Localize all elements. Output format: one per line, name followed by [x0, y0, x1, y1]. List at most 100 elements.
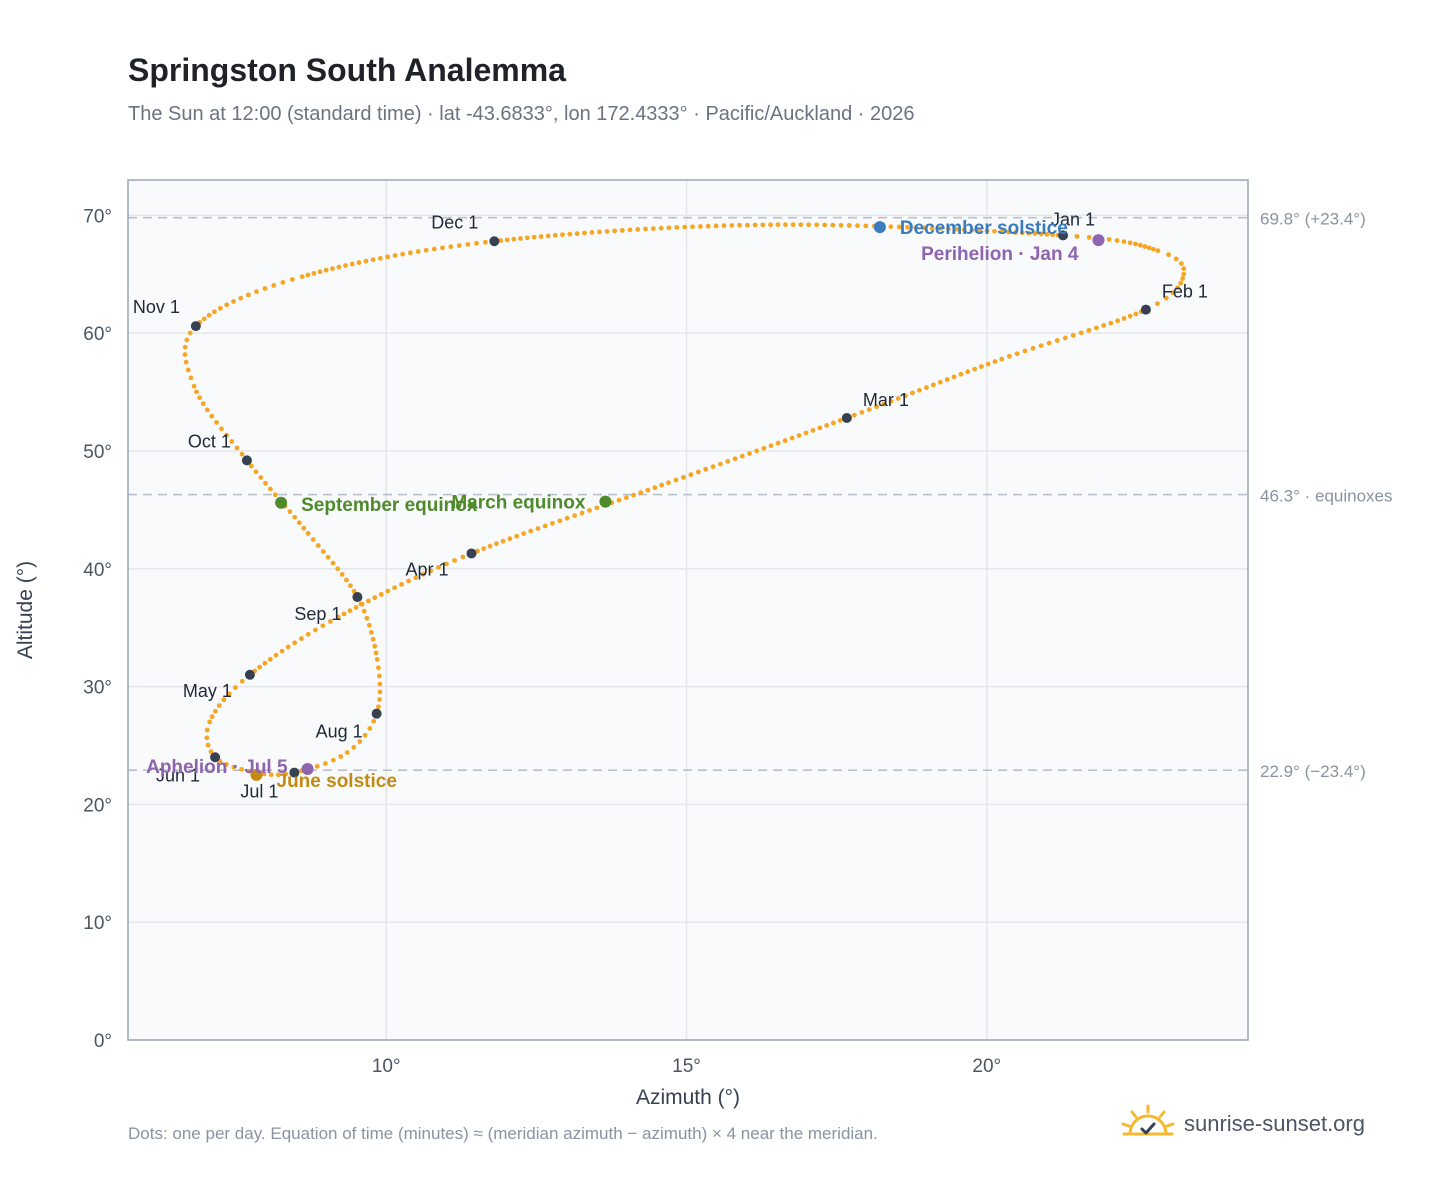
day-dot [1106, 237, 1112, 242]
day-dot [659, 482, 665, 488]
day-dot [1170, 290, 1176, 296]
brand-text[interactable]: sunrise-sunset.org [1184, 1111, 1365, 1136]
day-dot [460, 554, 466, 560]
day-dot [1178, 280, 1184, 286]
day-dot [1181, 266, 1187, 272]
day-dot [431, 246, 437, 252]
month-marker [352, 592, 363, 603]
day-dot [357, 739, 363, 744]
day-dot [984, 228, 990, 234]
day-dot [238, 295, 244, 301]
day-dot [1006, 353, 1012, 359]
day-dot [710, 464, 716, 470]
day-dot [652, 485, 658, 491]
month-label: Nov 1 [133, 297, 180, 317]
month-marker [289, 767, 300, 778]
day-dot [697, 224, 703, 229]
day-dot [866, 407, 872, 412]
day-dot [372, 643, 378, 649]
day-dot [400, 251, 406, 257]
day-dot [392, 585, 398, 591]
day-dot [330, 757, 336, 763]
day-dot [681, 474, 686, 480]
day-dot [280, 280, 286, 285]
day-dot [796, 433, 802, 438]
day-dot [1086, 327, 1092, 333]
day-dot [209, 413, 215, 419]
month-label: May 1 [183, 681, 232, 701]
day-dot [208, 749, 214, 755]
day-dot [341, 611, 347, 617]
day-dot [301, 525, 307, 531]
day-dot [327, 618, 333, 624]
day-dot [1032, 231, 1038, 236]
day-dot [798, 222, 804, 228]
month-label: Aug 1 [316, 722, 363, 742]
day-dot [268, 772, 274, 778]
day-dot [373, 650, 379, 656]
day-dot [705, 223, 711, 229]
event-markers: December solstice Perihelion · Jan 4 March… [146, 218, 1105, 792]
month-label: Jul 1 [240, 782, 278, 802]
day-dot [737, 222, 742, 228]
day-dot [314, 763, 320, 769]
day-dot [339, 571, 345, 577]
day-dot [385, 254, 391, 260]
day-dot [560, 232, 565, 238]
day-dot [310, 537, 316, 542]
month-label: Jun 1 [156, 765, 200, 785]
day-dot [482, 239, 488, 245]
day-dot [604, 228, 610, 234]
day-dot [688, 472, 694, 478]
day-dot [305, 272, 311, 278]
month-marker [190, 321, 201, 332]
day-dot [768, 443, 774, 449]
day-dot [374, 657, 380, 662]
day-dot [356, 260, 362, 265]
day-dot [1121, 316, 1127, 321]
day-dot [348, 583, 353, 589]
day-dot [415, 249, 421, 254]
day-dot [905, 224, 910, 230]
day-dot [978, 364, 984, 369]
day-dot [1155, 248, 1161, 254]
day-dot [292, 640, 298, 646]
day-dot [725, 458, 731, 464]
day-dot [296, 520, 302, 526]
day-dot [752, 222, 758, 228]
day-dot [247, 768, 252, 774]
day-dot [838, 222, 844, 228]
day-dot [1178, 261, 1184, 266]
day-dot [287, 509, 293, 515]
day-dot [436, 565, 441, 570]
day-dot [1146, 245, 1152, 251]
day-dot [958, 371, 964, 377]
day-dot [366, 622, 372, 628]
reference-line-label: 22.9° (−23.4°) [1260, 762, 1366, 781]
day-dot [369, 629, 374, 635]
day-dot [229, 439, 235, 444]
day-dot [239, 678, 245, 684]
day-dot [197, 395, 203, 401]
day-dot [375, 704, 381, 710]
month-label: Mar 1 [863, 390, 909, 410]
day-dot [183, 359, 189, 365]
day-dot [351, 744, 357, 750]
chart-subtitle: The Sun at 12:00 (standard time) · lat -… [128, 103, 915, 125]
day-dot [910, 390, 915, 396]
day-dot [212, 309, 217, 315]
day-dot [703, 466, 709, 472]
day-dot [760, 222, 766, 228]
day-dot [929, 225, 935, 231]
day-dot [789, 435, 795, 441]
day-dot [1108, 320, 1114, 326]
day-dot [385, 588, 391, 594]
day-dot [951, 374, 957, 380]
day-dot [961, 227, 967, 233]
brand[interactable]: sunrise-sunset.org [1120, 1102, 1365, 1146]
day-dot [188, 375, 194, 381]
day-dot [209, 714, 215, 720]
day-dot [690, 224, 695, 230]
day-dot [895, 396, 901, 401]
